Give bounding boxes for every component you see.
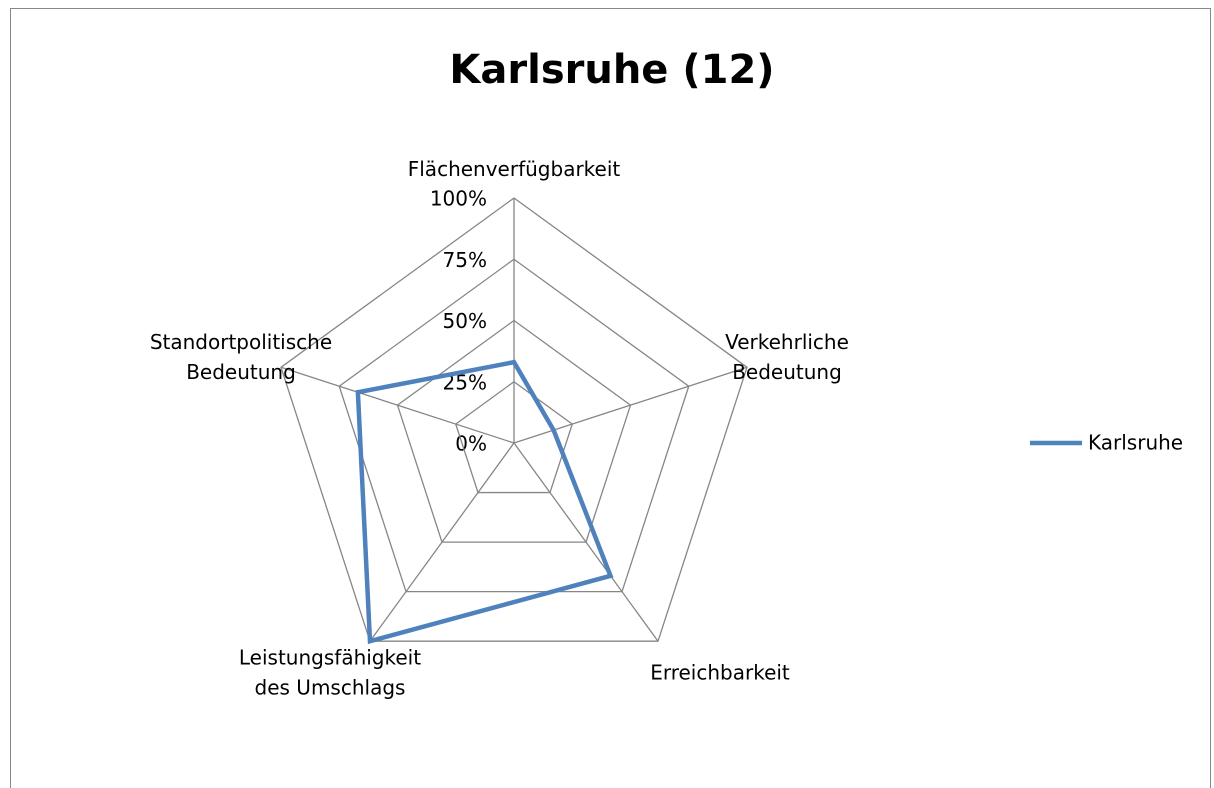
axis-line — [369, 442, 515, 642]
grid-line — [280, 197, 748, 642]
y-tick-label: 0% — [455, 432, 487, 456]
legend-label: Karlsruhe — [1088, 431, 1183, 455]
category-label: Erreichbarkeit — [650, 660, 790, 684]
y-tick-label: 50% — [443, 309, 487, 333]
category-label: Flächenverfügbarkeit — [408, 157, 621, 181]
category-label: Verkehrliche Bedeutung — [725, 330, 849, 384]
axis-line — [280, 366, 515, 444]
category-label: Leistungsfähigkeit des Umschlags — [239, 645, 421, 699]
chart-border — [10, 8, 1211, 788]
grid-line — [338, 258, 690, 593]
y-tick-label: 100% — [430, 187, 487, 211]
series-line — [355, 359, 614, 645]
grid-line — [396, 319, 632, 543]
grid-line — [454, 380, 574, 494]
chart-title: Karlsruhe (12) — [449, 47, 774, 93]
y-tick-label: 75% — [443, 248, 487, 272]
axis-line — [513, 442, 659, 642]
category-label: Standortpolitische Bedeutung — [150, 330, 332, 384]
